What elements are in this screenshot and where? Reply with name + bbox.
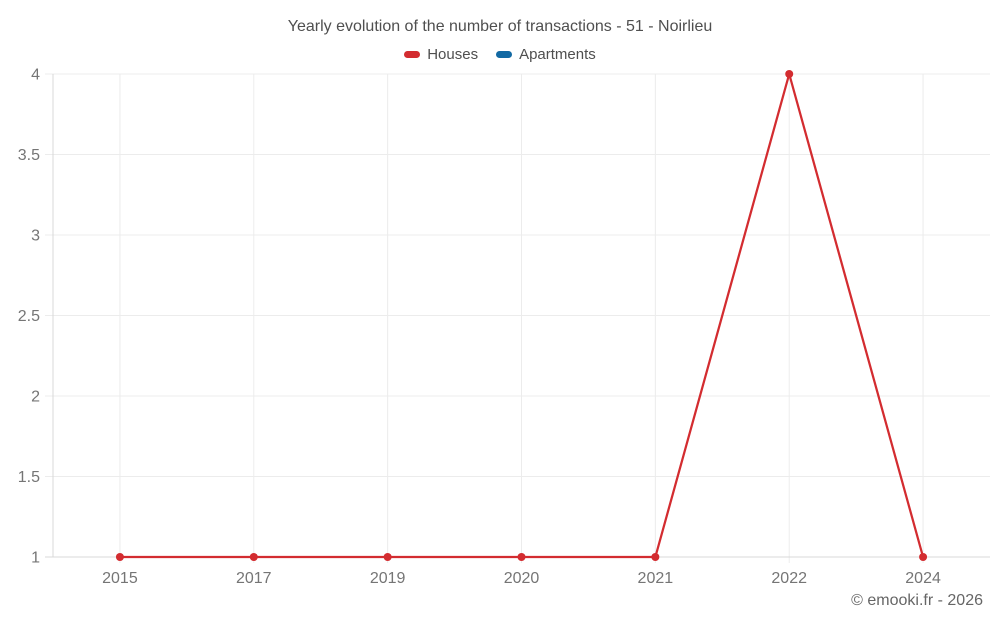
data-point-houses [249,553,258,561]
x-axis-tick-label: 2015 [102,570,138,587]
legend-label-apartments: Apartments [519,46,596,63]
y-axis-tick-label: 2 [31,389,40,406]
y-axis-tick-label: 1.5 [18,469,40,486]
data-point-houses [785,70,794,78]
y-axis-tick-label: 2.5 [18,308,40,325]
data-point-houses [115,553,124,561]
x-axis-tick-label: 2017 [236,570,272,587]
legend-label-houses: Houses [427,46,479,63]
data-point-houses [517,553,526,561]
y-axis-tick-label: 4 [31,67,40,84]
data-point-houses [383,553,392,561]
copyright-footer: © emooki.fr - 2026 [851,592,983,609]
y-axis-tick-label: 1 [31,550,40,567]
x-axis-tick-label: 2021 [638,570,674,587]
x-axis-tick-label: 2022 [771,570,807,587]
data-point-houses [651,553,660,561]
data-point-houses [919,553,928,561]
chart-legend: Houses Apartments [0,46,1000,63]
x-axis-tick-label: 2020 [504,570,540,587]
legend-item-houses[interactable]: Houses [404,46,478,63]
legend-item-apartments[interactable]: Apartments [496,46,596,63]
apartments-legend-swatch-icon [496,51,513,58]
chart-title: Yearly evolution of the number of transa… [287,18,713,35]
houses-legend-swatch-icon [404,51,421,58]
y-axis-tick-label: 3 [31,228,40,245]
x-axis-tick-label: 2019 [370,570,406,587]
y-axis-tick-label: 3.5 [18,147,40,164]
x-axis-tick-label: 2024 [905,570,941,587]
